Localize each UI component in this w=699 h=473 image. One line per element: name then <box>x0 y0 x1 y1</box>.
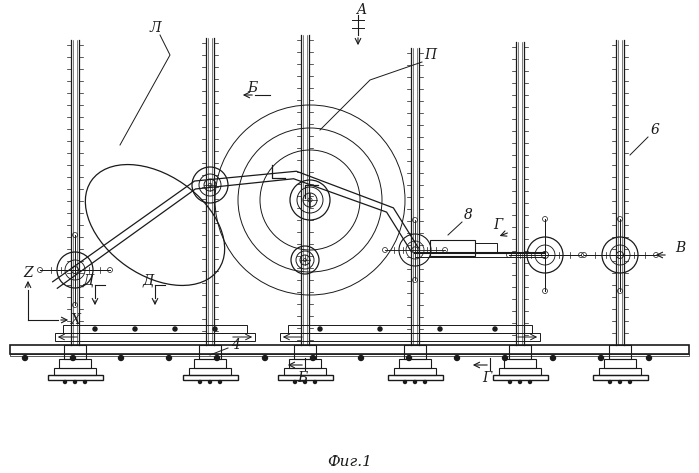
Bar <box>475 243 497 253</box>
Text: Z: Z <box>23 266 33 280</box>
Text: П: П <box>424 48 436 62</box>
Bar <box>278 375 333 380</box>
Bar <box>289 359 321 368</box>
Bar <box>394 368 436 375</box>
Bar <box>593 375 647 380</box>
Circle shape <box>313 380 317 384</box>
Circle shape <box>199 380 201 384</box>
Circle shape <box>22 356 27 360</box>
Circle shape <box>493 327 497 331</box>
Text: Фиг.1: Фиг.1 <box>328 455 373 469</box>
Circle shape <box>213 327 217 331</box>
Bar <box>493 375 547 380</box>
Circle shape <box>93 327 97 331</box>
Text: 4: 4 <box>231 338 240 352</box>
Bar <box>604 359 636 368</box>
Circle shape <box>438 327 442 331</box>
Circle shape <box>598 356 603 360</box>
Bar <box>189 368 231 375</box>
Bar <box>199 345 221 359</box>
Text: Г: Г <box>482 371 491 385</box>
Text: 8: 8 <box>463 208 473 222</box>
Circle shape <box>219 380 222 384</box>
Bar <box>399 359 431 368</box>
Circle shape <box>359 356 363 360</box>
Bar <box>294 345 316 359</box>
Circle shape <box>619 380 621 384</box>
Bar <box>59 359 91 368</box>
Circle shape <box>628 380 631 384</box>
Circle shape <box>303 380 306 384</box>
Bar <box>284 368 326 375</box>
Text: 6: 6 <box>651 123 659 137</box>
Bar <box>10 354 689 356</box>
Circle shape <box>414 380 417 384</box>
Circle shape <box>64 380 66 384</box>
Circle shape <box>609 380 612 384</box>
Circle shape <box>454 356 459 360</box>
Bar <box>509 345 531 359</box>
Bar <box>280 333 540 341</box>
Bar <box>499 368 541 375</box>
Text: X: X <box>71 313 81 327</box>
Circle shape <box>133 327 137 331</box>
Bar <box>63 325 247 333</box>
Text: Д: Д <box>82 273 94 287</box>
Text: A: A <box>356 3 366 17</box>
Text: В: В <box>675 241 685 255</box>
Bar <box>288 325 532 333</box>
Text: Д: Д <box>143 273 154 287</box>
Circle shape <box>519 380 521 384</box>
Circle shape <box>119 356 124 360</box>
Circle shape <box>424 380 426 384</box>
Circle shape <box>407 356 412 360</box>
Bar <box>64 345 86 359</box>
Circle shape <box>310 356 315 360</box>
Circle shape <box>208 380 212 384</box>
Circle shape <box>263 356 268 360</box>
Bar <box>387 375 442 380</box>
Text: Л: Л <box>149 21 161 35</box>
Text: Б: Б <box>297 371 307 385</box>
Circle shape <box>503 356 507 360</box>
Bar <box>504 359 536 368</box>
Circle shape <box>528 380 531 384</box>
Circle shape <box>551 356 556 360</box>
Circle shape <box>378 327 382 331</box>
Circle shape <box>83 380 87 384</box>
Circle shape <box>73 380 76 384</box>
Bar <box>54 368 96 375</box>
Text: Б: Б <box>247 81 257 95</box>
Circle shape <box>166 356 171 360</box>
Bar <box>404 345 426 359</box>
Bar <box>182 375 238 380</box>
Circle shape <box>215 356 219 360</box>
Circle shape <box>294 380 296 384</box>
Text: Г: Г <box>493 218 503 232</box>
Bar <box>609 345 631 359</box>
Bar <box>430 240 475 256</box>
Circle shape <box>403 380 407 384</box>
Bar <box>10 345 689 354</box>
Circle shape <box>647 356 651 360</box>
Bar <box>194 359 226 368</box>
Circle shape <box>318 327 322 331</box>
Circle shape <box>173 327 177 331</box>
Circle shape <box>508 380 512 384</box>
Bar <box>48 375 103 380</box>
Circle shape <box>71 356 75 360</box>
Bar <box>599 368 641 375</box>
Bar <box>55 333 255 341</box>
